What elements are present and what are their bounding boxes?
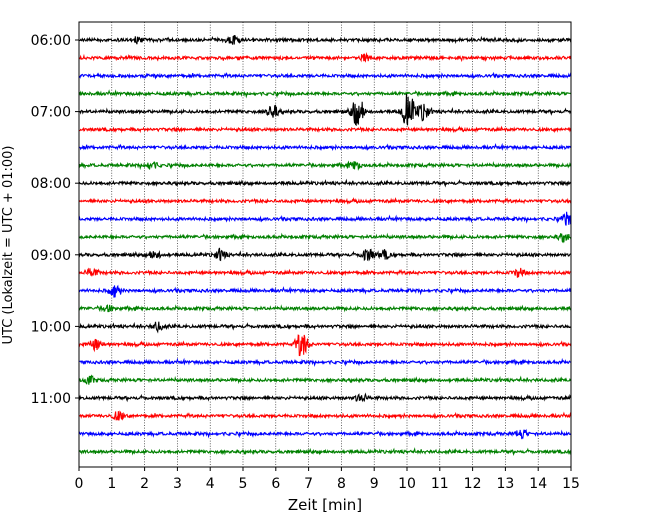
seismogram-traces — [78, 34, 572, 456]
seismogram-trace — [78, 374, 572, 385]
y-tick-label: 06:00 — [31, 33, 71, 49]
seismogram-trace — [78, 34, 572, 45]
seismogram-trace — [78, 267, 572, 278]
x-tick-label: 2 — [140, 476, 149, 492]
x-tick-label: 6 — [271, 476, 280, 492]
seismogram-trace — [78, 232, 572, 244]
x-tick-label: 7 — [304, 476, 313, 492]
x-tick-label: 8 — [337, 476, 346, 492]
seismogram-trace — [78, 125, 572, 134]
seismogram-trace — [78, 428, 572, 440]
seismogram-trace — [78, 93, 572, 127]
seismogram-trace — [78, 211, 572, 226]
seismogram-trace — [78, 321, 572, 334]
y-tick-label: 09:00 — [31, 248, 71, 264]
x-tick-label: 5 — [239, 476, 248, 492]
y-tick-label: 08:00 — [31, 176, 71, 192]
y-axis: 06:00 07:00 08:00 09:00 10:00 11:00 — [31, 33, 79, 407]
y-axis-label: UTC (Lokalzeit = UTC + 01:00) — [1, 146, 16, 345]
y-tick-label: 07:00 — [31, 105, 71, 121]
plot-frame — [78, 21, 572, 468]
seismogram-trace — [78, 284, 572, 298]
seismogram-trace — [78, 52, 572, 63]
seismogram-trace — [78, 160, 572, 171]
seismogram-trace — [78, 410, 572, 421]
x-tick-label: 10 — [398, 476, 416, 492]
seismogram-trace — [78, 247, 572, 262]
y-tick-label: 11:00 — [31, 391, 71, 407]
x-tick-label: 0 — [75, 476, 84, 492]
seismogram-trace — [78, 142, 572, 152]
x-tick-label: 3 — [173, 476, 182, 492]
seismogram-trace — [78, 178, 572, 188]
seismogram-trace — [78, 71, 572, 80]
y-tick-label: 10:00 — [31, 319, 71, 335]
x-tick-label: 12 — [464, 476, 482, 492]
x-axis-label: Zeit [min] — [288, 496, 362, 514]
x-tick-label: 15 — [562, 476, 580, 492]
x-tick-label: 1 — [107, 476, 116, 492]
seismogram-trace — [78, 304, 572, 313]
seismogram-trace — [78, 392, 572, 403]
x-tick-label: 4 — [206, 476, 215, 492]
seismogram-trace — [78, 197, 572, 205]
seismogram-trace — [78, 89, 572, 99]
x-tick-label: 11 — [431, 476, 449, 492]
x-tick-label: 14 — [529, 476, 547, 492]
x-tick-label: 9 — [370, 476, 379, 492]
seismogram-trace — [78, 357, 572, 367]
x-tick-label: 13 — [496, 476, 514, 492]
x-axis: 0 1 2 3 4 5 6 7 8 9 10 11 12 13 14 15 — [75, 467, 580, 492]
seismogram-trace — [78, 334, 572, 357]
seismogram-trace — [78, 447, 572, 456]
